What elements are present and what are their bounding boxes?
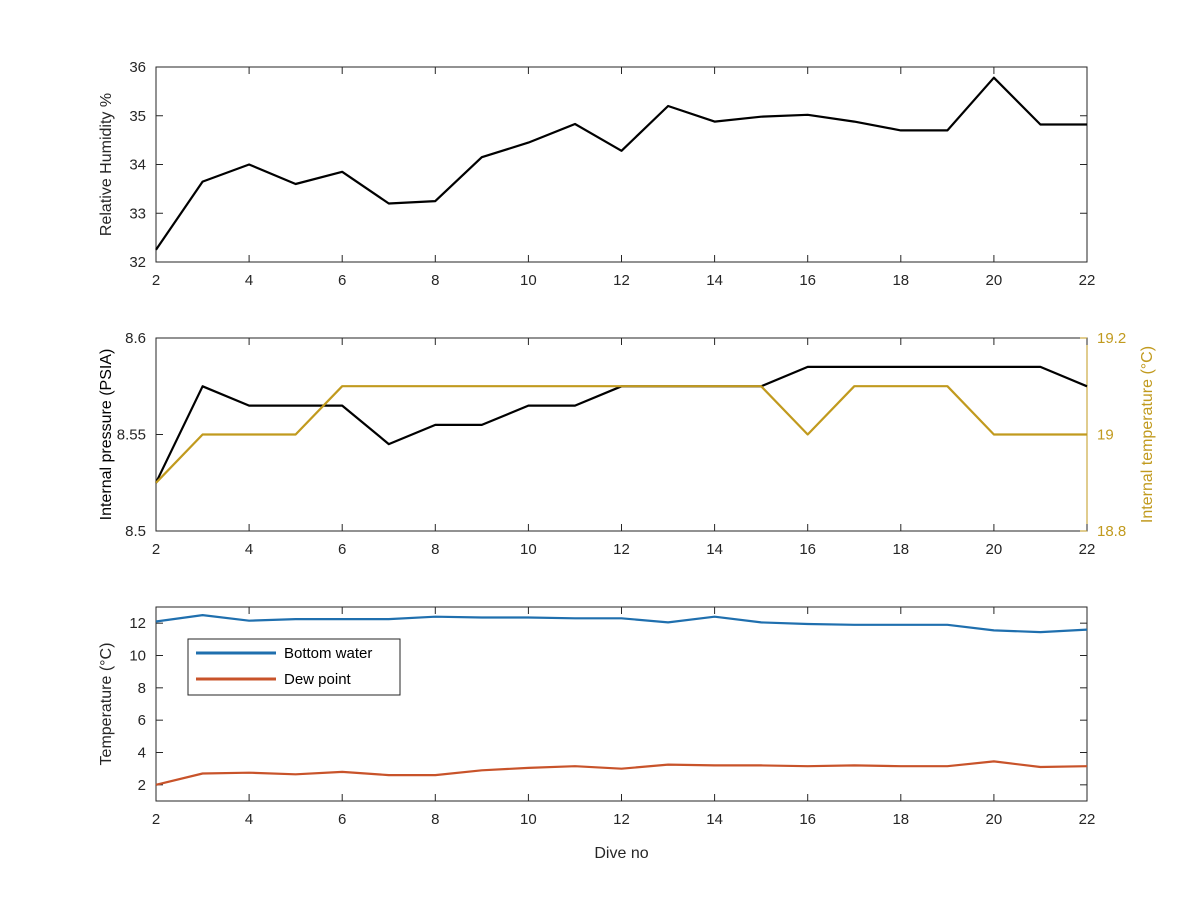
y-tick-label: 8.6 [125, 330, 146, 347]
x-tick-label: 4 [245, 811, 253, 828]
x-tick-label: 22 [1079, 811, 1096, 828]
x-tick-label: 18 [892, 541, 909, 558]
x-tick-label: 12 [613, 272, 630, 289]
x-tick-label: 6 [338, 272, 346, 289]
legend: Bottom water Dew point [187, 638, 401, 696]
x-tick-label: 16 [799, 811, 816, 828]
x-tick-label: 6 [338, 541, 346, 558]
x-tick-label: 18 [892, 272, 909, 289]
x-tick-label: 12 [613, 811, 630, 828]
y-tick-label: 4 [138, 745, 146, 762]
right-y-tick-label: 19 [1097, 427, 1114, 444]
y-tick-label: 8 [138, 680, 146, 697]
y-tick-label: 8.55 [117, 427, 146, 444]
legend-label: Dew point [284, 671, 352, 688]
x-tick-label: 22 [1079, 541, 1096, 558]
series-line-1 [155, 385, 1087, 484]
humidity-panel: 2 4 6 8 10 12 14 16 18 20 22 32 33 34 35 36 Relative Hum… [98, 59, 1095, 289]
y-tick-label: 8.5 [125, 523, 146, 540]
y-tick-label: 6 [138, 712, 146, 729]
y-tick-label: 10 [129, 648, 146, 665]
y-tick-label: 32 [129, 254, 146, 271]
right-y-tick-label: 19.2 [1097, 330, 1126, 347]
x-tick-label: 14 [706, 541, 723, 558]
right-y-tick-label: 18.8 [1097, 523, 1126, 540]
y-tick-label: 33 [129, 205, 146, 222]
y-tick-label: 36 [129, 59, 146, 76]
x-tick-label: 14 [706, 272, 723, 289]
y-tick-label: 2 [138, 777, 146, 794]
x-tick-label: 16 [799, 272, 816, 289]
series-line-bottom-water [155, 613, 1088, 634]
series-line-dew-point [155, 760, 1088, 786]
x-tick-label: 8 [431, 541, 439, 558]
legend-box [187, 638, 401, 696]
x-tick-label: 2 [152, 811, 160, 828]
series-line-0 [155, 76, 1087, 251]
x-tick-label: 10 [520, 811, 537, 828]
x-tick-label: 4 [245, 541, 253, 558]
x-tick-label: 10 [520, 272, 537, 289]
x-tick-label: 20 [986, 272, 1003, 289]
pressure-temperature-panel: 2 4 6 8 10 12 14 16 18 20 22 8.5 8.55 8.6 18.8 19 19.2 In… [98, 330, 1156, 558]
y-axis-label: Internal pressure (PSIA) [98, 349, 115, 521]
x-axis-label: Dive no [594, 845, 648, 862]
x-tick-label: 2 [152, 541, 160, 558]
x-tick-label: 18 [892, 811, 909, 828]
y-tick-label: 12 [129, 615, 146, 632]
x-tick-label: 10 [520, 541, 537, 558]
x-tick-label: 8 [431, 272, 439, 289]
y-tick-label: 35 [129, 108, 146, 125]
x-tick-label: 4 [245, 272, 253, 289]
y-axis-label: Temperature (°C) [98, 643, 115, 766]
x-tick-label: 12 [613, 541, 630, 558]
x-tick-label: 6 [338, 811, 346, 828]
x-tick-label: 14 [706, 811, 723, 828]
x-tick-label: 8 [431, 811, 439, 828]
x-tick-label: 20 [986, 811, 1003, 828]
x-tick-label: 2 [152, 272, 160, 289]
legend-label: Bottom water [284, 645, 372, 662]
x-tick-label: 20 [986, 541, 1003, 558]
right-y-axis-label: Internal temperature (°C) [1139, 346, 1156, 523]
x-tick-label: 22 [1079, 272, 1096, 289]
x-tick-label: 16 [799, 541, 816, 558]
y-axis-label: Relative Humidity % [98, 93, 115, 236]
y-tick-label: 34 [129, 157, 146, 174]
